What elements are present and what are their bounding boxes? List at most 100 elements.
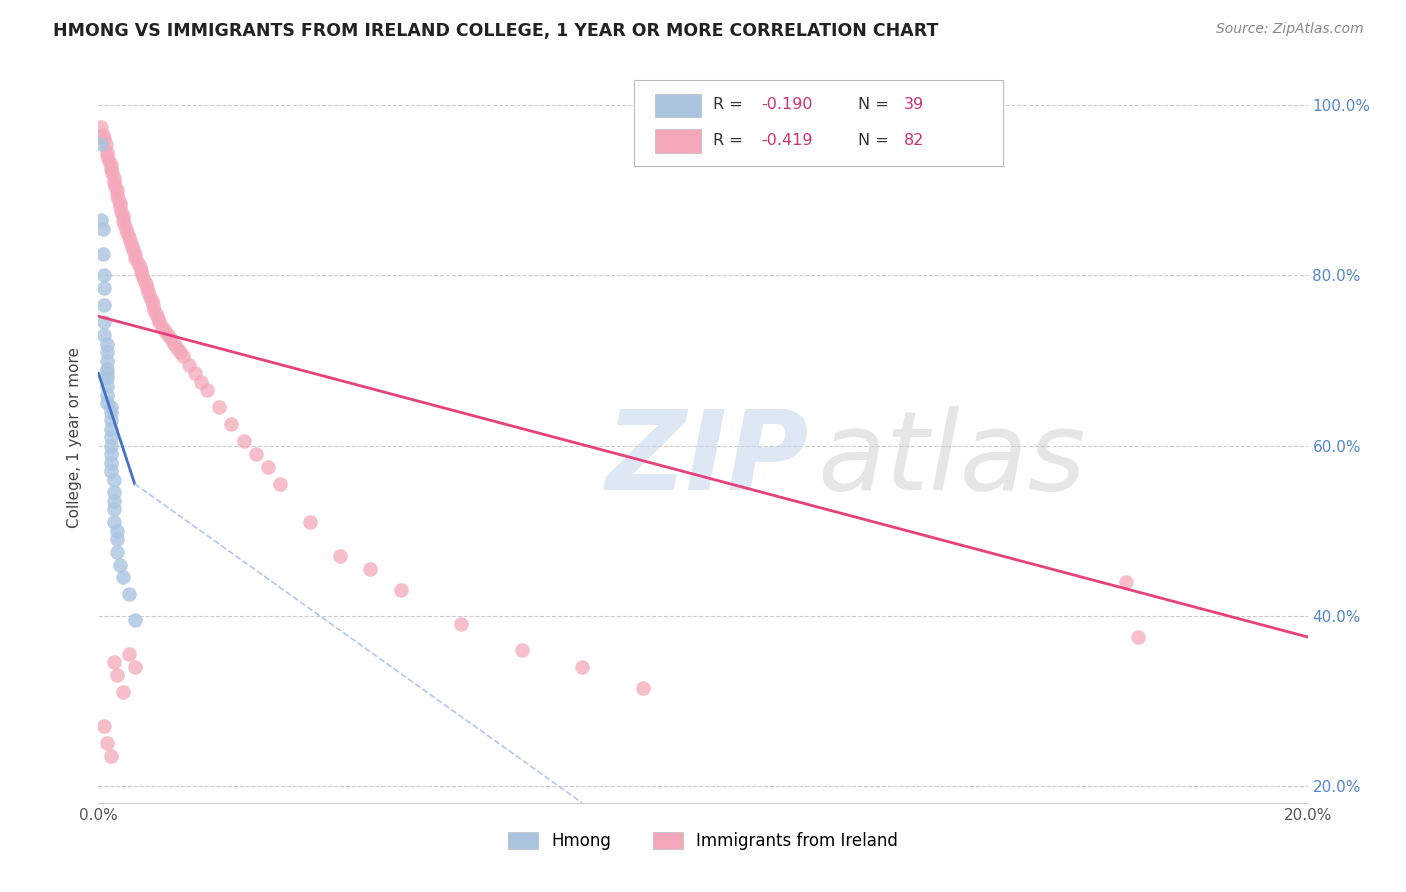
Point: [100, 439, 122, 453]
Point: [96, 396, 118, 410]
Point: [108, 558, 131, 572]
Point: [96, 366, 118, 380]
Point: [93, 281, 115, 295]
Point: [166, 341, 188, 355]
Point: [100, 749, 122, 764]
Point: [93, 328, 115, 343]
Point: [153, 324, 176, 338]
Point: [135, 277, 157, 291]
Point: [100, 158, 122, 172]
Point: [105, 545, 128, 559]
Point: [90, 136, 112, 151]
Point: [90, 120, 112, 134]
Point: [124, 613, 146, 627]
Point: [105, 532, 128, 546]
Point: [245, 447, 267, 461]
Point: [100, 464, 122, 478]
Point: [135, 281, 157, 295]
Point: [100, 421, 122, 435]
Point: [103, 473, 125, 487]
Point: [96, 370, 118, 384]
Point: [96, 149, 118, 163]
Point: [100, 401, 122, 415]
Point: [256, 459, 278, 474]
Point: [91, 247, 114, 261]
Point: [94, 136, 117, 151]
Point: [108, 201, 131, 215]
Point: [96, 145, 118, 160]
Point: [103, 515, 125, 529]
Point: [103, 485, 125, 500]
Point: [184, 366, 207, 380]
Point: [160, 332, 183, 346]
Point: [93, 719, 115, 733]
Point: [110, 204, 132, 219]
Point: [98, 153, 121, 168]
Point: [114, 221, 136, 235]
Point: [96, 336, 118, 351]
Point: [136, 285, 159, 300]
Point: [631, 681, 654, 695]
Point: [1128, 630, 1150, 644]
Point: [141, 293, 163, 308]
Text: ZIP: ZIP: [606, 406, 810, 513]
Point: [105, 524, 128, 538]
FancyBboxPatch shape: [655, 94, 700, 118]
Point: [129, 264, 152, 278]
Text: N =: N =: [858, 96, 894, 112]
Text: R =: R =: [713, 96, 748, 112]
Point: [111, 209, 134, 223]
Point: [124, 659, 146, 673]
Point: [195, 384, 218, 398]
Point: [142, 298, 165, 312]
Point: [360, 562, 382, 576]
Point: [145, 307, 167, 321]
Point: [103, 656, 125, 670]
Point: [100, 430, 122, 444]
Point: [96, 353, 118, 368]
Point: [111, 570, 134, 584]
Point: [269, 476, 291, 491]
Point: [179, 358, 201, 372]
Point: [108, 196, 131, 211]
Point: [103, 170, 125, 185]
Point: [93, 132, 115, 146]
Point: [93, 268, 115, 283]
Point: [100, 456, 122, 470]
FancyBboxPatch shape: [655, 129, 700, 153]
Point: [118, 647, 141, 661]
Point: [118, 230, 141, 244]
Point: [100, 447, 122, 461]
Point: [232, 434, 254, 449]
Point: [169, 345, 191, 359]
Point: [90, 213, 112, 227]
Text: 82: 82: [904, 133, 924, 148]
Point: [93, 298, 115, 312]
Point: [103, 494, 125, 508]
Point: [104, 179, 127, 194]
Point: [131, 268, 153, 283]
Point: [112, 218, 135, 232]
Point: [299, 515, 322, 529]
FancyBboxPatch shape: [634, 80, 1002, 167]
Point: [103, 502, 125, 516]
Point: [208, 401, 231, 415]
Point: [122, 243, 145, 257]
Point: [105, 187, 128, 202]
Point: [100, 166, 122, 180]
Point: [96, 345, 118, 359]
Point: [96, 379, 118, 393]
Point: [105, 668, 128, 682]
Point: [100, 413, 122, 427]
Text: HMONG VS IMMIGRANTS FROM IRELAND COLLEGE, 1 YEAR OR MORE CORRELATION CHART: HMONG VS IMMIGRANTS FROM IRELAND COLLEGE…: [53, 22, 939, 40]
Point: [111, 685, 134, 699]
Point: [96, 362, 118, 376]
Point: [190, 375, 212, 389]
Text: -0.190: -0.190: [761, 96, 813, 112]
Point: [329, 549, 352, 563]
Y-axis label: College, 1 year or more: College, 1 year or more: [67, 347, 83, 527]
Point: [100, 404, 122, 418]
Point: [148, 315, 170, 329]
Point: [172, 349, 194, 363]
Text: R =: R =: [713, 133, 748, 148]
